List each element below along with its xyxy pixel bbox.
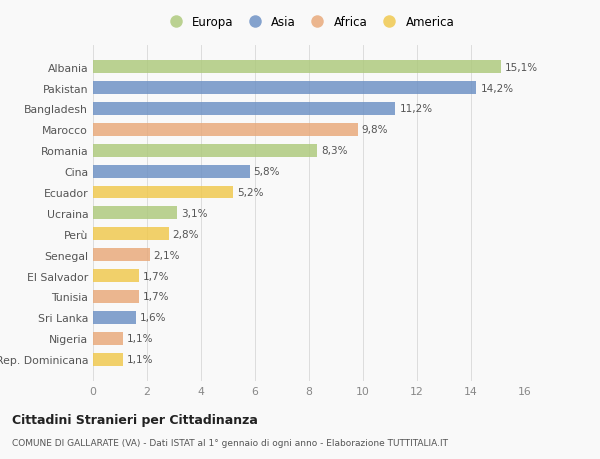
Text: 1,7%: 1,7% <box>143 292 169 302</box>
Text: 5,8%: 5,8% <box>254 167 280 177</box>
Text: 3,1%: 3,1% <box>181 208 207 218</box>
Text: 15,1%: 15,1% <box>505 62 538 73</box>
Bar <box>93 165 250 178</box>
Text: 11,2%: 11,2% <box>400 104 433 114</box>
Text: 5,2%: 5,2% <box>238 188 264 197</box>
Text: 1,1%: 1,1% <box>127 333 153 343</box>
Text: COMUNE DI GALLARATE (VA) - Dati ISTAT al 1° gennaio di ogni anno - Elaborazione : COMUNE DI GALLARATE (VA) - Dati ISTAT al… <box>12 438 448 448</box>
Bar <box>93 123 358 137</box>
Text: 1,6%: 1,6% <box>140 313 167 323</box>
Bar <box>93 332 123 345</box>
Bar <box>93 61 500 74</box>
Text: 14,2%: 14,2% <box>481 84 514 94</box>
Bar <box>93 228 169 241</box>
Legend: Europa, Asia, Africa, America: Europa, Asia, Africa, America <box>161 13 457 31</box>
Text: 2,8%: 2,8% <box>173 230 199 239</box>
Bar <box>93 103 395 116</box>
Text: Cittadini Stranieri per Cittadinanza: Cittadini Stranieri per Cittadinanza <box>12 413 258 426</box>
Bar <box>93 207 176 220</box>
Text: 8,3%: 8,3% <box>321 146 347 156</box>
Bar <box>93 353 123 366</box>
Text: 1,1%: 1,1% <box>127 354 153 364</box>
Bar <box>93 82 476 95</box>
Bar <box>93 186 233 199</box>
Bar <box>93 249 150 262</box>
Text: 1,7%: 1,7% <box>143 271 169 281</box>
Bar <box>93 269 139 282</box>
Text: 2,1%: 2,1% <box>154 250 180 260</box>
Bar <box>93 145 317 157</box>
Bar <box>93 290 139 303</box>
Bar <box>93 311 136 324</box>
Text: 9,8%: 9,8% <box>362 125 388 135</box>
